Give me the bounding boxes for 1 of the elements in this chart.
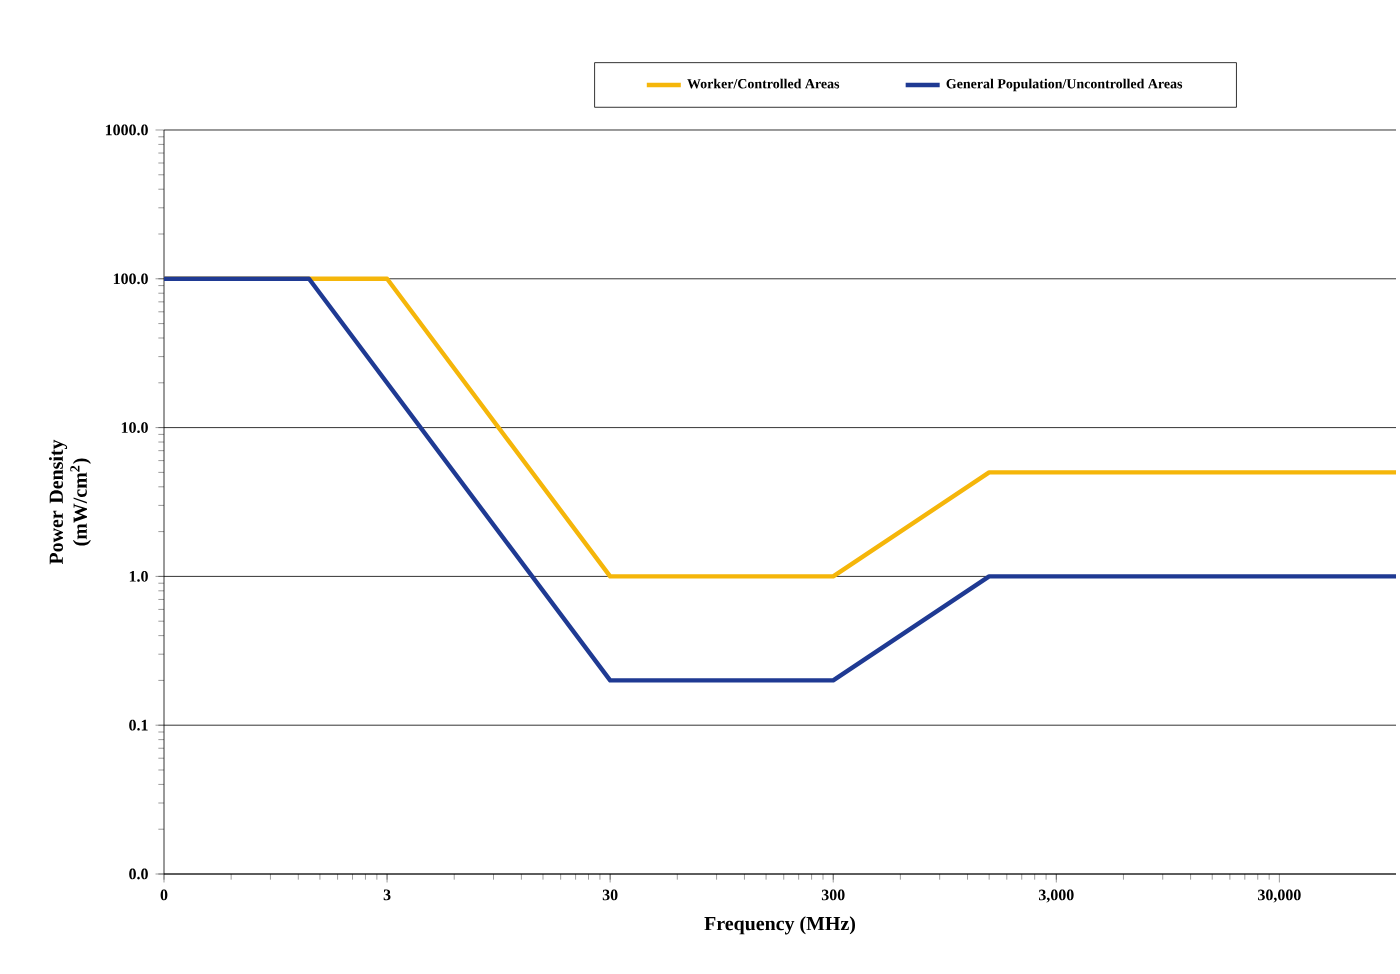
x-axis-title: Frequency (MHz)	[704, 916, 856, 935]
